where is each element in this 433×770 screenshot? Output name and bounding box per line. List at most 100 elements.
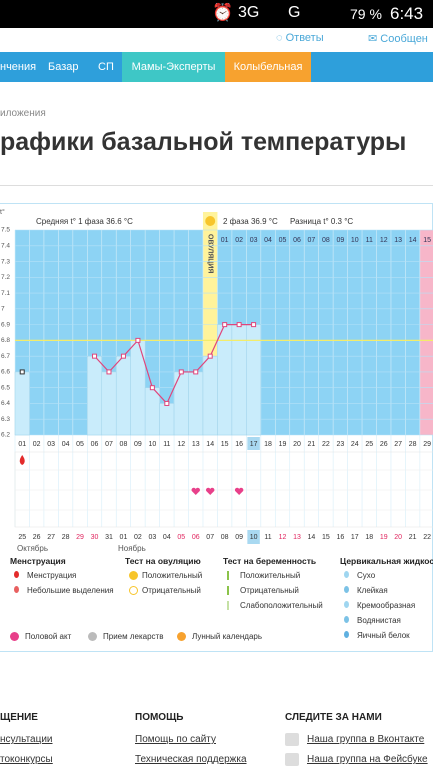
temp-point <box>149 385 155 391</box>
current-date-box <box>247 530 260 544</box>
bar <box>231 324 247 436</box>
day-label: 06 <box>91 441 99 448</box>
temp-point <box>164 400 170 406</box>
bar <box>188 371 204 436</box>
legend-item: Положительный <box>240 571 301 580</box>
y-tick-label: 7.3 <box>1 258 10 265</box>
phase2-day: 13 <box>394 237 402 244</box>
day-label: 19 <box>279 441 287 448</box>
footer-link[interactable]: Техническая поддержка <box>135 754 247 765</box>
footer-link[interactable]: Наша группа в Вконтакте <box>307 734 425 745</box>
legend-icon <box>344 631 349 638</box>
footer-link[interactable]: нсультации <box>0 734 53 745</box>
footer-link[interactable]: Помощь по сайту <box>135 734 216 745</box>
date-label: 27 <box>47 534 55 541</box>
month-label: Октябрь <box>17 544 48 553</box>
legend-icon <box>344 586 349 593</box>
phase2-day: 04 <box>264 237 272 244</box>
legend-icon <box>10 632 19 641</box>
phase2-day: 08 <box>322 237 330 244</box>
phase2-day: 11 <box>366 237 373 244</box>
footer-link[interactable]: токонкурсы <box>0 754 53 765</box>
phase2-day: 09 <box>336 237 344 244</box>
footer-title: ПОМОЩЬ <box>135 712 184 723</box>
date-label: 09 <box>235 534 243 541</box>
network2: G <box>288 4 301 21</box>
bar <box>246 324 262 436</box>
current-day-box <box>247 437 260 450</box>
y-tick-label: 6.3 <box>1 416 10 423</box>
legend-icon <box>344 571 349 578</box>
legend-icon <box>177 632 186 641</box>
menstruation-icon <box>19 455 25 465</box>
nav-item[interactable]: Базар <box>48 61 79 73</box>
breadcrumb[interactable]: иложения <box>0 108 46 119</box>
phase2-day: 03 <box>250 237 258 244</box>
legend-icon <box>344 616 349 623</box>
day-label: 22 <box>322 441 330 448</box>
legend-item: Слабоположительный <box>240 601 323 610</box>
y-tick-label: 7 <box>1 306 5 313</box>
legend-item: Лунный календарь <box>192 632 263 641</box>
date-label: 20 <box>394 534 402 541</box>
legend-title: Тест на овуляцию <box>125 556 201 566</box>
day-label: 24 <box>351 441 359 448</box>
date-label: 01 <box>120 534 128 541</box>
messages-text[interactable]: Сообщен <box>380 33 428 45</box>
answers-link[interactable]: ◌ Ответы <box>276 32 324 44</box>
temp-point <box>178 369 184 375</box>
footer-title: СЛЕДИТЕ ЗА НАМИ <box>285 712 382 723</box>
date-label: 19 <box>380 534 388 541</box>
day-label: 20 <box>293 441 301 448</box>
bar <box>115 355 131 436</box>
footer-link[interactable]: Наша группа на Фейсбуке <box>307 754 428 765</box>
date-label: 18 <box>365 534 373 541</box>
nav-item[interactable]: СП <box>98 61 114 73</box>
day-label: 27 <box>394 441 402 448</box>
day-label: 29 <box>423 441 431 448</box>
heart-icon <box>205 487 215 495</box>
page-title: рафики базальной температуры <box>0 128 407 156</box>
day-label: 04 <box>62 441 70 448</box>
nav-item[interactable]: Мамы-Эксперты <box>122 52 225 82</box>
day-label: 08 <box>120 441 128 448</box>
day-label: 17 <box>250 441 258 448</box>
nav-item[interactable]: Колыбельная <box>225 52 311 82</box>
ovulation-label: ОВУЛЯЦИЯ <box>206 234 213 273</box>
nav-item[interactable]: нчения <box>0 61 37 73</box>
temp-point <box>236 322 242 328</box>
phase2-day: 02 <box>235 237 243 244</box>
y-tick-label: 6.5 <box>1 384 10 391</box>
messages-link[interactable]: ✉ Сообщен <box>368 33 428 45</box>
date-label: 11 <box>264 534 271 541</box>
bar <box>87 355 103 436</box>
y-tick-label: 6.9 <box>1 321 10 328</box>
bar <box>202 355 218 436</box>
temp-point <box>135 337 141 343</box>
legend: Менструация Менструация Небольшие выделени… <box>10 556 433 648</box>
day-label: 09 <box>134 441 142 448</box>
temp-point <box>193 369 199 375</box>
day-label: 26 <box>380 441 388 448</box>
legend-item: Кремообразная <box>357 601 416 610</box>
answers-text[interactable]: Ответы <box>285 32 324 44</box>
heart-icon <box>191 487 200 495</box>
date-label: 07 <box>206 534 214 541</box>
date-label: 06 <box>192 534 200 541</box>
day-label: 25 <box>365 441 373 448</box>
day-label: 21 <box>308 441 316 448</box>
date-label: 25 <box>18 534 26 541</box>
bar <box>144 387 160 436</box>
y-unit: t° <box>0 208 5 216</box>
legend-icon <box>344 601 349 608</box>
legend-icon <box>129 586 138 595</box>
date-label: 14 <box>308 534 316 541</box>
temp-point <box>19 369 25 375</box>
date-label: 05 <box>177 534 185 541</box>
phase2-day: 10 <box>351 237 359 244</box>
legend-item: Менструация <box>27 571 77 580</box>
date-label: 17 <box>351 534 359 541</box>
bar <box>173 371 189 436</box>
day-label: 15 <box>221 441 229 448</box>
